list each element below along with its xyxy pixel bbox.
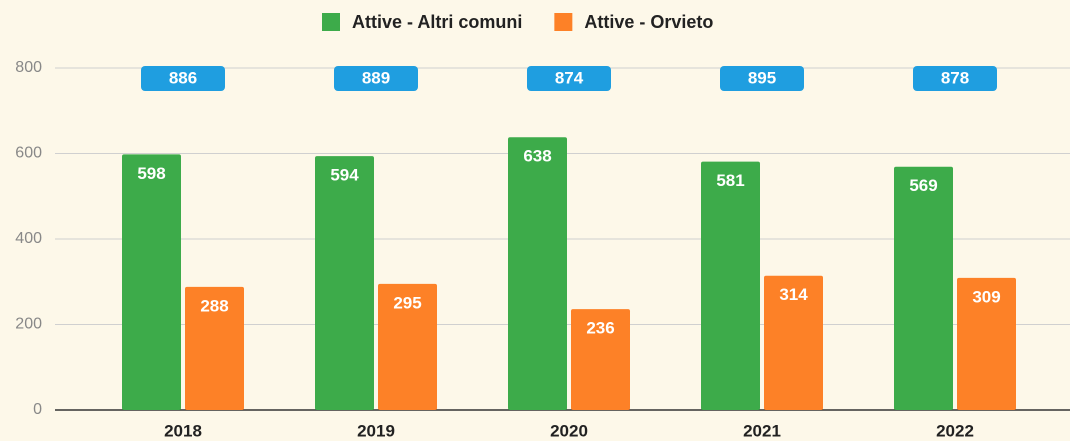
bar (122, 154, 181, 410)
x-tick-label: 2019 (357, 421, 395, 440)
value-label: 314 (779, 285, 808, 304)
value-label: 638 (523, 147, 551, 166)
bar (957, 277, 1016, 410)
y-tick-label: 400 (15, 230, 42, 247)
bar (894, 166, 953, 410)
total-label: 886 (169, 68, 197, 87)
legend-label: Attive - Altri comuni (352, 12, 522, 32)
y-tick-label: 200 (15, 316, 42, 333)
value-label: 309 (972, 287, 1000, 306)
bar (764, 275, 823, 410)
x-tick-label: 2021 (743, 421, 781, 440)
x-tick-label: 2022 (936, 421, 974, 440)
bar (701, 161, 760, 410)
x-tick-label: 2020 (550, 421, 588, 440)
value-label: 288 (200, 296, 228, 315)
value-label: 598 (137, 164, 165, 183)
bar (315, 156, 374, 410)
total-box (913, 66, 997, 91)
x-tick-label: 2018 (164, 421, 202, 440)
total-box (334, 66, 418, 91)
legend-swatch (322, 13, 340, 31)
total-label: 889 (362, 68, 390, 87)
total-label: 874 (555, 68, 584, 87)
bar (508, 137, 567, 410)
value-label: 581 (716, 171, 744, 190)
value-label: 569 (909, 176, 937, 195)
bar (185, 286, 244, 410)
value-label: 594 (330, 166, 359, 185)
total-box (527, 66, 611, 91)
total-box (720, 66, 804, 91)
legend-swatch (554, 13, 573, 31)
bar (571, 309, 630, 410)
value-label: 295 (393, 293, 421, 312)
y-tick-label: 0 (33, 401, 42, 418)
total-label: 895 (748, 68, 776, 87)
y-tick-label: 600 (15, 145, 42, 162)
y-tick-label: 800 (15, 59, 42, 76)
total-label: 878 (941, 68, 969, 87)
bar (378, 283, 437, 410)
value-label: 236 (586, 319, 614, 338)
legend-label: Attive - Orvieto (584, 12, 713, 32)
total-box (141, 66, 225, 91)
